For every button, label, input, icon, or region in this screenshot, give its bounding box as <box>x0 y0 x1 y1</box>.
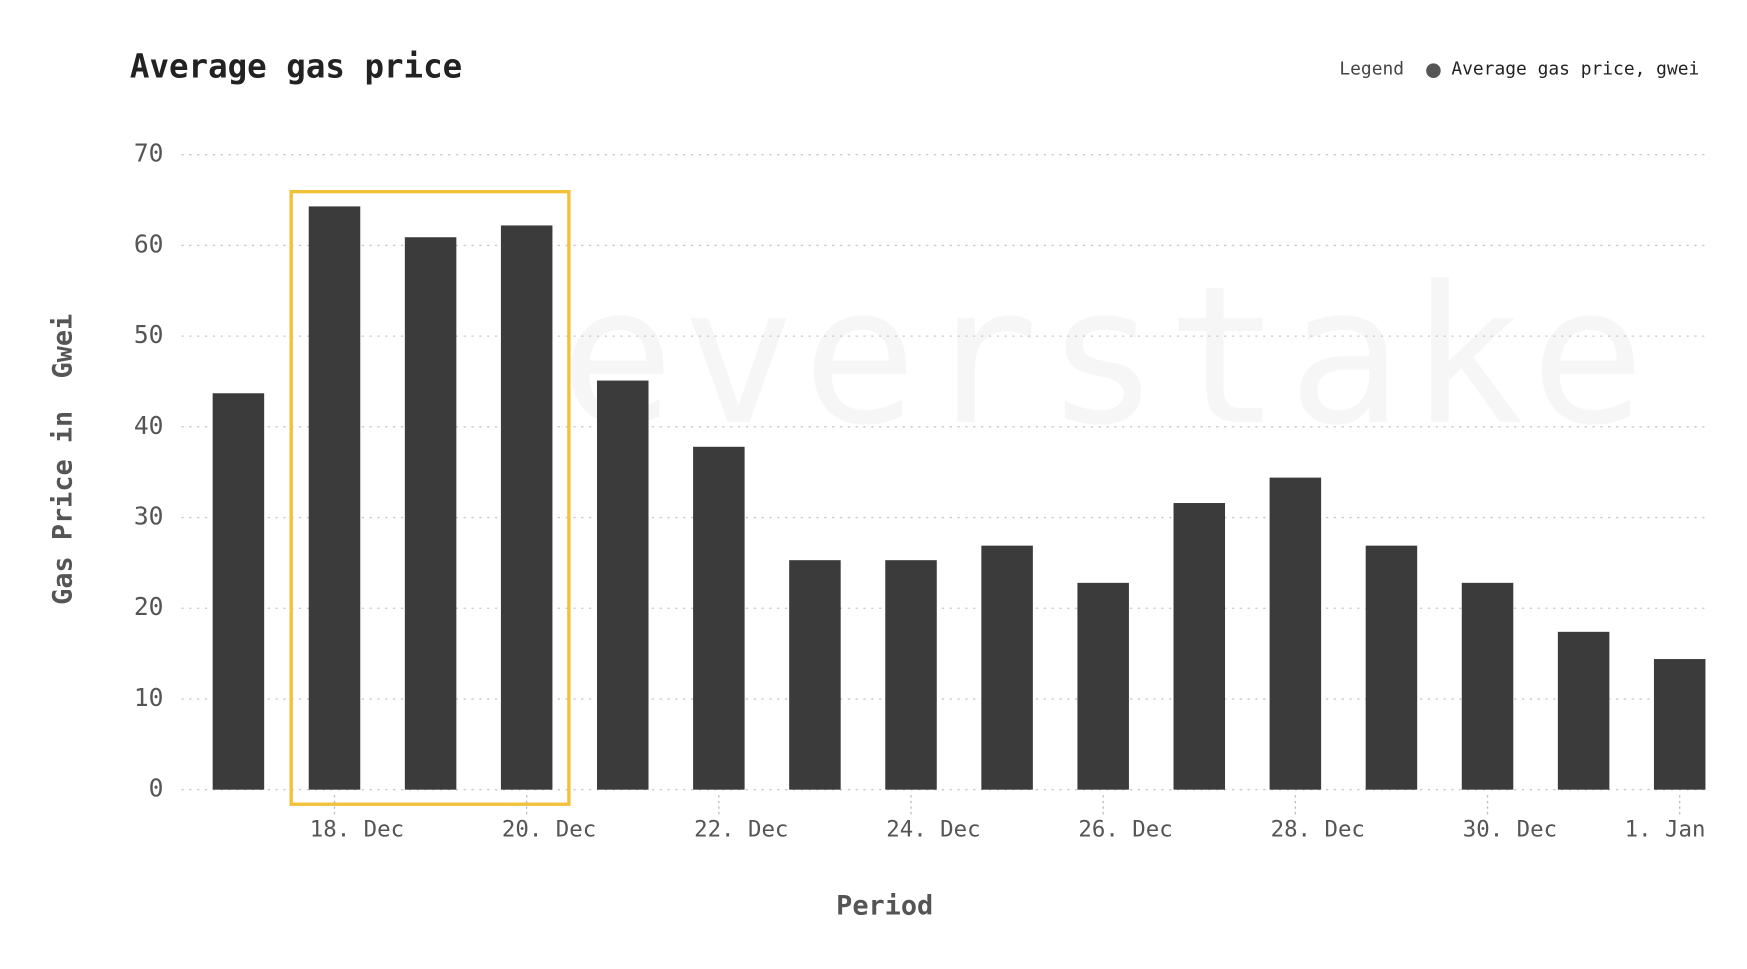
bar <box>1173 503 1226 790</box>
bar <box>789 560 841 790</box>
y-tick-label: 30 <box>134 502 164 531</box>
bar <box>1653 659 1706 790</box>
bar <box>500 225 553 790</box>
x-tick-label: 30. Dec <box>1463 816 1557 842</box>
x-axis-title: Period <box>836 891 933 922</box>
bar <box>1269 477 1322 790</box>
y-tick-label: 50 <box>134 320 164 349</box>
bar <box>885 560 937 790</box>
highlight-box <box>289 189 571 806</box>
legend-title: Legend <box>1339 59 1404 80</box>
y-tick-label: 0 <box>149 774 164 803</box>
bar <box>597 380 649 790</box>
bar <box>693 446 745 790</box>
x-tick-label: 20. Dec <box>502 816 596 842</box>
x-tick-label: 26. Dec <box>1078 816 1172 842</box>
bar <box>981 545 1033 790</box>
x-tick-label: 1. Jan <box>1625 816 1706 842</box>
legend-marker <box>1426 63 1441 78</box>
y-axis-title: Gas Price in Gwei <box>47 314 78 605</box>
bar <box>1557 631 1610 790</box>
y-tick-label: 10 <box>134 683 164 712</box>
y-tick-label: 40 <box>134 411 164 440</box>
bar <box>1461 582 1514 790</box>
bar <box>308 206 361 790</box>
x-tick-label: 24. Dec <box>886 816 980 842</box>
bar <box>1365 545 1418 790</box>
chart-title: Average gas price <box>130 47 462 85</box>
watermark: everstake <box>560 245 1652 467</box>
x-tick-label: 22. Dec <box>694 816 788 842</box>
y-tick-label: 60 <box>134 229 164 258</box>
y-tick-label: 70 <box>134 139 164 168</box>
x-tick-label: 18. Dec <box>310 816 404 842</box>
legend-label: Average gas price, gwei <box>1451 59 1699 80</box>
bar <box>1077 582 1129 790</box>
bar <box>404 237 457 790</box>
y-tick-label: 20 <box>134 592 164 621</box>
x-tick-label: 28. Dec <box>1271 816 1365 842</box>
bar <box>212 393 265 790</box>
